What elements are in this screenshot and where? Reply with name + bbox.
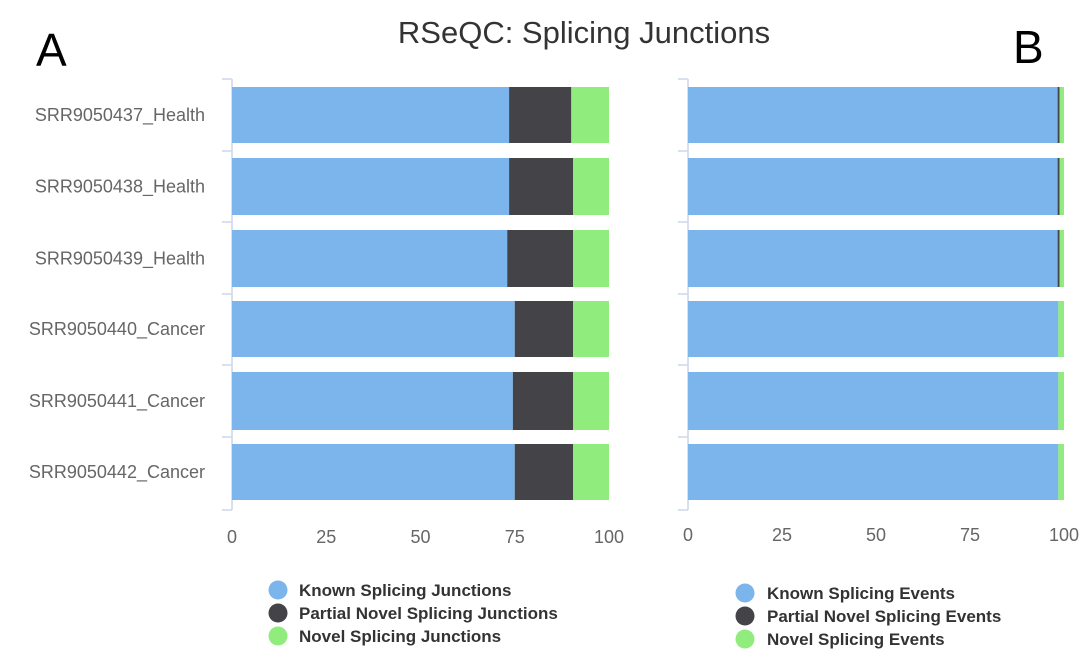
x-tick-label-75: 75 bbox=[960, 525, 980, 545]
bar-segment-srr9050442-cancer-known-splicing-events bbox=[688, 444, 1059, 500]
category-label-srr9050442-cancer: SRR9050442_Cancer bbox=[29, 462, 205, 483]
bar-segment-srr9050437-health-known-splicing-junctions bbox=[232, 87, 510, 143]
category-label-srr9050438-health: SRR9050438_Health bbox=[35, 177, 205, 198]
bar-segment-srr9050439-health-partial-novel-splicing-events bbox=[1057, 230, 1060, 287]
x-tick-label-50: 50 bbox=[866, 525, 886, 545]
x-tick-label-0: 0 bbox=[227, 527, 237, 547]
bar-segment-srr9050442-cancer-known-splicing-junctions bbox=[232, 444, 515, 500]
x-tick-label-0: 0 bbox=[683, 525, 693, 545]
bar-segment-srr9050442-cancer-partial-novel-splicing-junctions bbox=[514, 444, 574, 500]
bar-segment-srr9050442-cancer-novel-splicing-events bbox=[1058, 444, 1064, 500]
bar-segment-srr9050440-cancer-known-splicing-junctions bbox=[232, 301, 515, 357]
category-label-srr9050441-cancer: SRR9050441_Cancer bbox=[29, 391, 205, 412]
bar-segment-srr9050439-health-novel-splicing-junctions bbox=[573, 230, 609, 287]
bar-segment-srr9050441-cancer-known-splicing-junctions bbox=[232, 372, 513, 430]
legend-label-novel-splicing-events[interactable]: Novel Splicing Events bbox=[767, 630, 945, 649]
legend-marker-novel-splicing-junctions[interactable] bbox=[268, 626, 288, 646]
bar-segment-srr9050438-health-novel-splicing-events bbox=[1059, 158, 1064, 215]
legend-label-novel-splicing-junctions[interactable]: Novel Splicing Junctions bbox=[299, 627, 501, 646]
bar-segment-srr9050438-health-known-splicing-junctions bbox=[232, 158, 510, 215]
bar-segment-srr9050437-health-partial-novel-splicing-junctions bbox=[509, 87, 572, 143]
bar-segment-srr9050441-cancer-novel-splicing-events bbox=[1058, 372, 1064, 430]
panel-label-b: B bbox=[1013, 21, 1044, 73]
bar-segment-srr9050439-health-known-splicing-events bbox=[688, 230, 1058, 287]
x-tick-label-100: 100 bbox=[594, 527, 624, 547]
category-label-srr9050439-health: SRR9050439_Health bbox=[35, 249, 205, 270]
bar-segment-srr9050439-health-partial-novel-splicing-junctions bbox=[507, 230, 574, 287]
panel-b: B 0 25 50 75 100 Known Splicing Events Partial … bbox=[678, 21, 1079, 649]
panel-a: A SRR9050437_Health SRR9050438_Health SRR90… bbox=[29, 24, 624, 646]
legend-marker-known-splicing-junctions[interactable] bbox=[268, 580, 288, 600]
category-label-srr9050437-health: SRR9050437_Health bbox=[35, 105, 205, 126]
chart-title: RSeQC: Splicing Junctions bbox=[398, 15, 770, 50]
x-tick-label-25: 25 bbox=[316, 527, 336, 547]
legend-label-partial-novel-splicing-events[interactable]: Partial Novel Splicing Events bbox=[767, 607, 1001, 626]
panel-label-a: A bbox=[36, 24, 67, 76]
bar-segment-srr9050437-health-known-splicing-events bbox=[688, 87, 1058, 143]
bar-segment-srr9050438-health-partial-novel-splicing-events bbox=[1057, 158, 1060, 215]
bar-segment-srr9050440-cancer-novel-splicing-junctions bbox=[573, 301, 609, 357]
bar-segment-srr9050441-cancer-partial-novel-splicing-junctions bbox=[512, 372, 574, 430]
bar-segment-srr9050437-health-partial-novel-splicing-events bbox=[1057, 87, 1060, 143]
bar-segment-srr9050440-cancer-partial-novel-splicing-junctions bbox=[514, 301, 574, 357]
bar-segment-srr9050439-health-novel-splicing-events bbox=[1059, 230, 1064, 287]
legend-marker-partial-novel-splicing-junctions[interactable] bbox=[268, 603, 288, 623]
bar-segment-srr9050438-health-novel-splicing-junctions bbox=[573, 158, 609, 215]
legend-marker-known-splicing-events[interactable] bbox=[735, 583, 755, 603]
x-tick-label-50: 50 bbox=[410, 527, 430, 547]
legend-label-known-splicing-junctions[interactable]: Known Splicing Junctions bbox=[299, 581, 512, 600]
bar-segment-srr9050438-health-known-splicing-events bbox=[688, 158, 1058, 215]
x-tick-label-75: 75 bbox=[505, 527, 525, 547]
legend-marker-partial-novel-splicing-events[interactable] bbox=[735, 606, 755, 626]
bar-segment-srr9050440-cancer-novel-splicing-events bbox=[1058, 301, 1064, 357]
legend-label-partial-novel-splicing-junctions[interactable]: Partial Novel Splicing Junctions bbox=[299, 604, 558, 623]
x-tick-label-100: 100 bbox=[1049, 525, 1079, 545]
legend-label-known-splicing-events[interactable]: Known Splicing Events bbox=[767, 584, 955, 603]
legend-marker-novel-splicing-events[interactable] bbox=[735, 629, 755, 649]
bar-segment-srr9050439-health-known-splicing-junctions bbox=[232, 230, 508, 287]
bar-segment-srr9050441-cancer-novel-splicing-junctions bbox=[573, 372, 609, 430]
bar-segment-srr9050437-health-novel-splicing-events bbox=[1059, 87, 1064, 143]
bar-segment-srr9050437-health-novel-splicing-junctions bbox=[571, 87, 609, 143]
bar-segment-srr9050442-cancer-novel-splicing-junctions bbox=[573, 444, 609, 500]
bar-segment-srr9050441-cancer-known-splicing-events bbox=[688, 372, 1059, 430]
category-label-srr9050440-cancer: SRR9050440_Cancer bbox=[29, 319, 205, 340]
bar-segment-srr9050438-health-partial-novel-splicing-junctions bbox=[509, 158, 574, 215]
x-tick-label-25: 25 bbox=[772, 525, 792, 545]
bar-segment-srr9050440-cancer-known-splicing-events bbox=[688, 301, 1059, 357]
